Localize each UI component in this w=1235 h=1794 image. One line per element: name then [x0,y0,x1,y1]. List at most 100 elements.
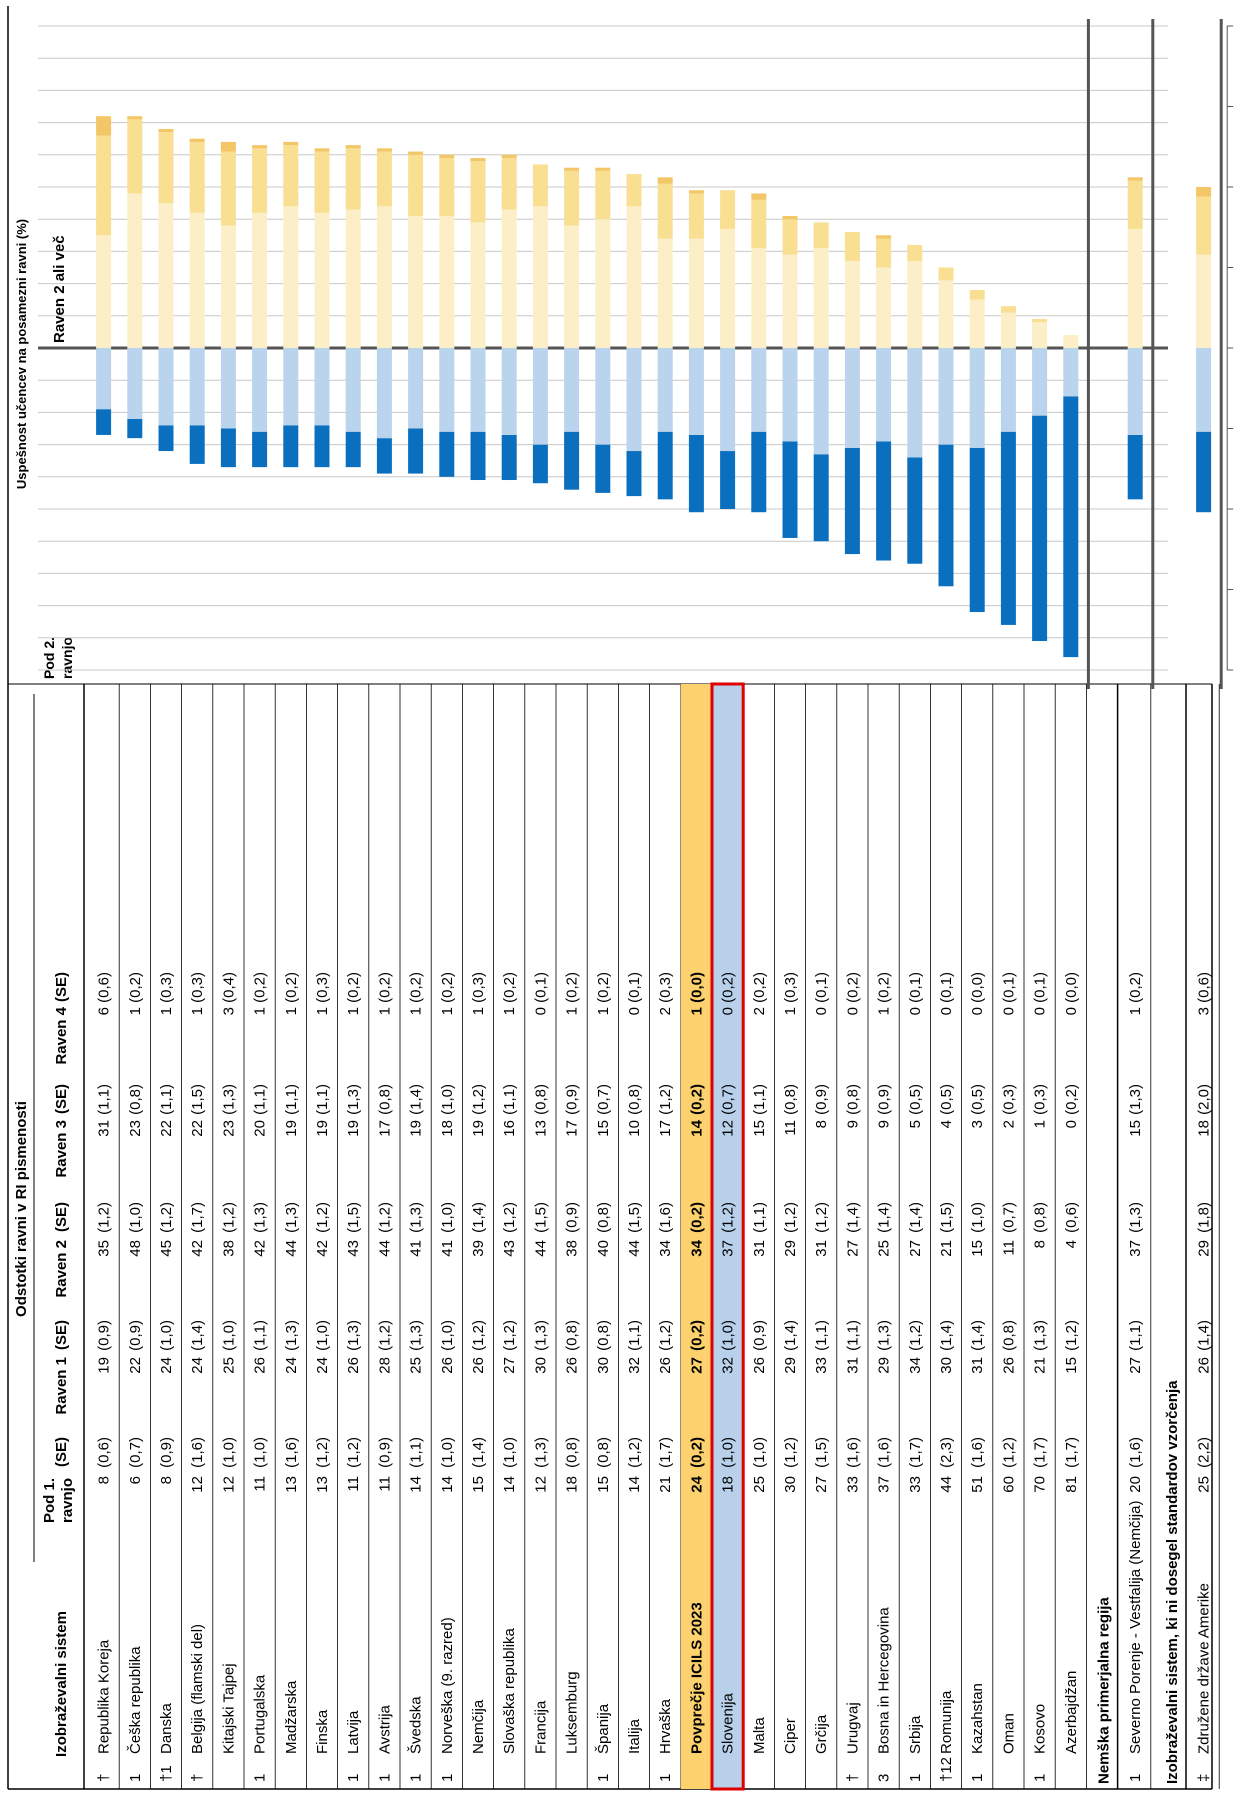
bar-level3 [969,290,985,300]
cell-l1: 26 [1000,1357,1017,1374]
header-se3: (SE) [53,1202,70,1232]
cell-l2: 34 [688,1239,705,1256]
cell-l3_se: (1,1) [501,1084,518,1115]
bar-level1 [595,347,611,445]
bar-level1 [127,347,143,419]
cell-l1_se: (1,3) [876,1320,893,1351]
cell-l1_se: (1,4) [969,1320,986,1351]
cell-l1: 29 [876,1357,893,1374]
cell-l1: 28 [376,1357,393,1374]
cell-l2_se: (1,5) [532,1202,549,1233]
cell-l3: 2 [1000,1120,1017,1128]
cell-l3_se: (0,8) [626,1084,643,1115]
cell-below1_se: (1,0) [439,1437,456,1468]
cell-l4: 6 [96,1007,113,1015]
bar-level1 [408,348,424,429]
cell-l3_se: (0,3) [1032,1084,1049,1115]
cell-l1_se: (1,2) [907,1320,924,1351]
cell-l3: 15 [751,1120,768,1137]
bar-level4 [345,145,361,149]
row-mark: 1 [376,1774,393,1782]
cell-l2: 38 [220,1240,237,1257]
cell-l4: 2 [657,1007,674,1015]
cell-below1_se: (1,2) [345,1437,362,1468]
cell-l2_se: (1,1) [751,1202,768,1233]
row-mark: 1 [345,1774,362,1782]
cell-l2: 41 [408,1240,425,1257]
cell-l1: 26 [1196,1357,1213,1374]
cell-l1: 19 [96,1357,113,1374]
cell-below1_se: (1,0) [751,1437,768,1468]
cell-l4: 1 [283,1007,300,1015]
cell-l2: 39 [470,1240,487,1257]
cell-l3: 23 [220,1120,237,1137]
cell-l2: 4 [1063,1240,1080,1248]
cell-l4: 1 [408,1007,425,1015]
cell-below1_se: (2,3) [938,1437,955,1468]
cell-l1: 26 [252,1357,269,1374]
cell-l4: 1 [688,1007,705,1015]
cell-below1: 14 [501,1476,518,1493]
bar-level1 [501,347,517,435]
bar-below1 [501,434,517,481]
cell-l3_se: (1,1) [314,1084,331,1115]
bar-level1 [782,348,798,442]
cell-l3: 31 [96,1120,113,1137]
row-mark: ‡ [1196,1774,1213,1782]
cell-below1_se: (0,8) [595,1437,612,1468]
cell-l1_se: (0,9) [127,1320,144,1351]
bar-level3 [564,170,580,226]
bar-level3 [439,158,455,216]
bar-level3 [1000,306,1016,313]
cell-l4: 0 [907,1007,924,1015]
cell-l3: 19 [470,1120,487,1137]
table-title: Odstotki ravni v RI pismenosti [13,1101,30,1317]
cell-l4_se: (0,3) [158,972,175,1003]
row-name: Republika Koreja [96,1639,113,1754]
cell-l1: 31 [969,1357,986,1374]
bar-below1 [751,431,767,513]
cell-l4_se: (0,1) [907,972,924,1003]
cell-l1_se: (1,2) [501,1320,518,1351]
cell-l2: 25 [876,1240,893,1257]
cell-l3: 0 [1063,1120,1080,1128]
bar-level3 [189,141,205,213]
rotated-content: Odstotki ravni v RI pismenosti Uspešnost … [7,6,1234,1791]
bar-level1 [252,347,268,432]
header-se5: (SE) [53,972,70,1002]
cell-l1_se: (1,3) [345,1320,362,1351]
cell-l3: 8 [813,1120,830,1128]
cell-l4_se: (0,1) [532,972,549,1003]
cell-l2_se: (1,3) [252,1202,269,1233]
cell-l2: 29 [1196,1240,1213,1257]
bar-level2 [1127,228,1143,348]
cell-l2_se: (1,3) [283,1202,300,1233]
cell-below1_se: (1,6) [876,1437,893,1468]
cell-l4: 1 [470,1007,487,1015]
cell-l2: 41 [439,1240,456,1257]
cell-l4_se: (0,3) [470,972,487,1003]
cell-l2: 44 [283,1240,300,1257]
cell-l1_se: (0,2) [688,1320,705,1351]
cell-l1_se: (1,2) [1063,1320,1080,1351]
bar-level2 [1063,335,1079,348]
cell-l3_se: (0,2) [1063,1084,1080,1115]
bar-level2 [813,248,829,348]
cell-l4: 0 [844,1007,861,1015]
cell-l4: 1 [439,1007,456,1015]
bar-level2 [127,193,143,348]
bar-below1 [720,451,736,509]
slovenia-highlight [710,682,745,1791]
row-name: Povprečje ICILS 2023 [688,1602,705,1754]
cell-l4: 1 [876,1007,893,1015]
bar-level2 [532,206,548,348]
row-name: Oman [1000,1713,1017,1754]
cell-below1: 24 [688,1475,705,1492]
bar-level1 [626,348,642,452]
bar-level2 [345,209,361,348]
row-name: Grčija [813,1714,830,1754]
bar-level3 [907,244,923,262]
bar-level3 [782,219,798,255]
row-name: Nemčija [470,1699,487,1754]
cell-l3: 19 [408,1120,425,1137]
